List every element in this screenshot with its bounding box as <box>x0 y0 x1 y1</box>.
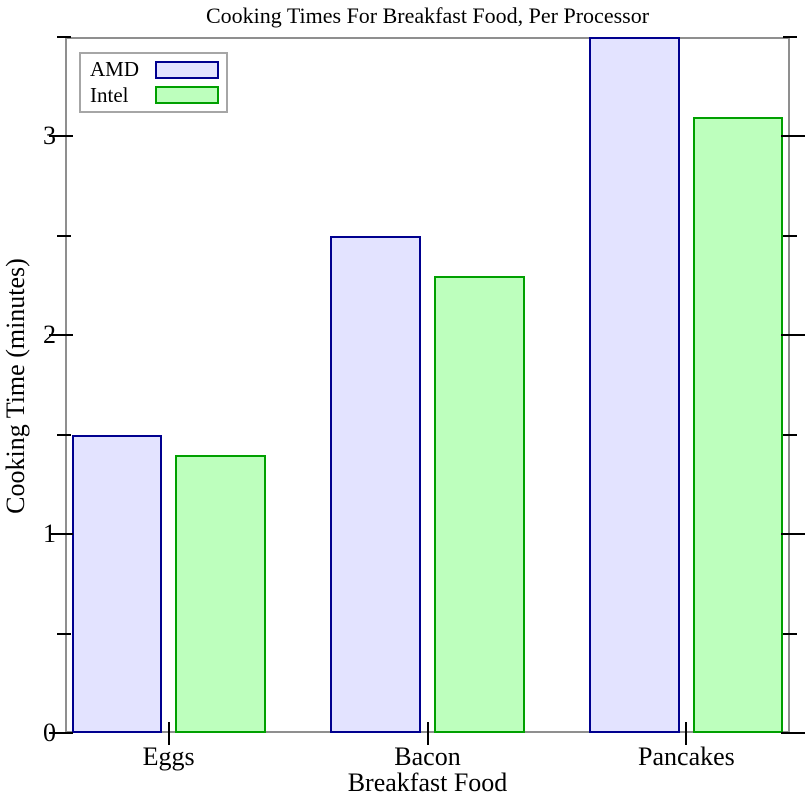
y-minor-tick-left <box>57 234 71 237</box>
bar-bacon-amd <box>330 235 421 733</box>
bar-pancakes-amd <box>589 37 680 733</box>
y-minor-tick-right <box>783 234 797 237</box>
y-major-tick-left <box>49 135 73 138</box>
bar-bacon-intel <box>434 275 525 733</box>
x-axis-label: Breakfast Food <box>347 768 508 797</box>
y-major-tick-left <box>49 533 73 536</box>
x-tick-label-pancakes: Pancakes <box>638 742 735 771</box>
x-tick-eggs <box>167 722 170 745</box>
y-major-tick-right <box>781 334 805 337</box>
legend-label-intel: Intel <box>90 82 129 107</box>
y-major-tick-right <box>781 732 805 734</box>
legend-item-amd: AMD <box>90 58 219 81</box>
y-major-tick-left <box>49 732 73 734</box>
y-minor-tick-right <box>783 36 797 38</box>
legend-item-intel: Intel <box>90 82 219 107</box>
legend-swatch-amd <box>155 60 219 79</box>
legend: AMD Intel <box>79 52 228 113</box>
y-minor-tick-left <box>57 433 71 436</box>
x-tick-bacon <box>426 722 429 745</box>
plot-area <box>65 37 790 733</box>
y-minor-tick-right <box>783 433 797 436</box>
chart-title: Cooking Times For Breakfast Food, Per Pr… <box>205 3 650 28</box>
x-tick-label-eggs: Eggs <box>142 742 195 771</box>
bar-pancakes-intel <box>692 116 784 733</box>
y-major-tick-left <box>49 334 73 337</box>
y-minor-tick-left <box>57 632 71 635</box>
y-major-tick-right <box>781 533 805 536</box>
x-tick-pancakes <box>685 722 688 745</box>
y-major-tick-right <box>781 135 805 138</box>
bar-eggs-amd <box>71 434 163 733</box>
y-minor-tick-left <box>57 36 71 38</box>
legend-label-amd: AMD <box>90 57 140 82</box>
legend-swatch-intel <box>155 86 219 105</box>
y-axis-label: Cooking Time (minutes) <box>1 258 30 514</box>
y-minor-tick-right <box>783 632 797 635</box>
x-tick-label-bacon: Bacon <box>394 742 461 771</box>
bar-eggs-intel <box>175 454 266 733</box>
